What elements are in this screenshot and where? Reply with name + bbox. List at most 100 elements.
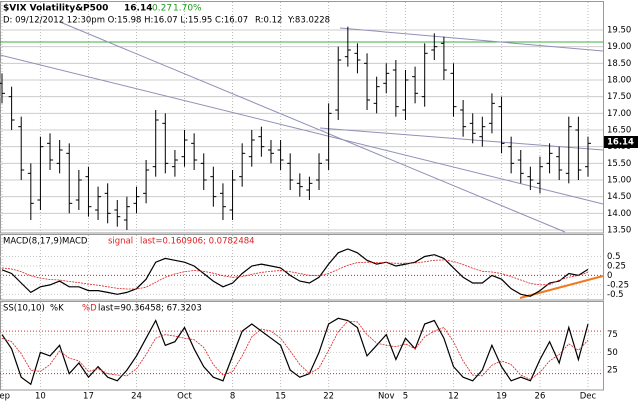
ohlc-bar [191, 133, 198, 170]
y-tick-label: 17.00 [607, 109, 631, 119]
legend-entry: signal [108, 237, 133, 247]
chart-title: $VIX Volatility&P500 [3, 4, 108, 14]
ohlc-bar [95, 186, 102, 220]
series-line [1, 317, 589, 386]
ohlc-bar [210, 166, 217, 207]
ohlc-bar [344, 26, 351, 67]
ohlc-bar [556, 146, 563, 180]
ohlc-bar [162, 113, 169, 174]
ohlc-bar [27, 163, 34, 220]
ohlc-bar [373, 76, 380, 114]
ohlc-bar [171, 150, 178, 177]
ohlc-bar [335, 46, 342, 120]
ohlc-bar [229, 170, 236, 220]
x-tick-label: 8 [230, 392, 235, 401]
ohlc-bar [354, 43, 361, 74]
ohlc-bar [18, 116, 25, 180]
y-tick-label: 18.00 [607, 76, 631, 86]
last-values: last=0.160906; 0.0782484 [140, 237, 255, 247]
ohlc-bar [546, 143, 553, 174]
y-tick-label: 16.50 [607, 126, 631, 136]
series-line [1, 259, 589, 290]
ohlc-bar [296, 173, 303, 197]
ohlc-bar [181, 130, 188, 167]
ss-panel [0, 301, 604, 391]
ohlc-bar [56, 140, 63, 174]
ohlc-bar [421, 43, 428, 107]
panel-title: MACD(8,17,9) [3, 237, 62, 247]
ohlc-bar [239, 143, 246, 187]
ohlc-bar [450, 63, 457, 117]
y-tick-label: 19.00 [607, 42, 631, 52]
ohlc-bar [431, 33, 438, 60]
ohlc-bar [219, 183, 226, 220]
ohlc-bar [66, 143, 73, 214]
ohlc-bar [104, 183, 111, 224]
x-tick-label: 26 [535, 392, 546, 401]
x-tick-label: 24 [131, 392, 142, 401]
series-line [1, 248, 589, 297]
ohlc-bar [498, 96, 505, 154]
labels: $VIX Volatility&P500 16.14 0.27 1.70% D:… [0, 4, 638, 401]
y-tick-label: 17.50 [607, 92, 631, 102]
x-tick-label: Dec [580, 392, 597, 401]
ohlc-bar [143, 160, 150, 204]
ohlc-bar [85, 166, 92, 217]
ohlc-bar [258, 126, 265, 157]
y-tick-label: 0 [607, 271, 612, 281]
legend-entry: %K [50, 304, 64, 314]
ohlc-bar [488, 93, 495, 134]
ohlc-bar [123, 196, 130, 230]
ohlc-bar [114, 200, 121, 227]
y-tick-label: 13.50 [607, 226, 631, 236]
x-tick-label: 10 [35, 392, 46, 401]
y-tick-label: -0.25 [607, 280, 629, 290]
x-tick-label: 5 [403, 392, 408, 401]
macd-panel [0, 234, 604, 301]
y-tick-label: 50 [607, 348, 618, 358]
ohlc-bar [0, 73, 5, 104]
ohlc-bar [440, 36, 447, 80]
ohlc-bar [364, 53, 371, 110]
change-pct: 1.70% [173, 4, 202, 14]
x-tick-label: Oct [177, 392, 192, 401]
y-tick-label: 75 [607, 330, 618, 340]
trend-line [59, 21, 566, 233]
legend-entry: %D [82, 304, 97, 314]
ohlc-bar [37, 136, 44, 210]
ohlc-bar [402, 70, 409, 120]
y-tick-label: 14.50 [607, 192, 631, 202]
y-tick-label: 0.5 [607, 252, 621, 262]
ohlc-bar [200, 153, 207, 190]
change: 0.27 [152, 4, 172, 14]
price-panel [0, 1, 604, 234]
ohlc-bar [248, 130, 255, 167]
x-tick-label: 15 [275, 392, 286, 401]
ohlc-bar [469, 113, 476, 144]
x-tick-label: 19 [496, 392, 507, 401]
last-price-label: 16.14 [607, 138, 634, 148]
y-tick-label: 15.00 [607, 176, 631, 186]
ohlc-bar [133, 186, 140, 214]
ohlc-bar [267, 140, 274, 164]
last-price: 16.14 [124, 4, 152, 14]
trend-line [0, 54, 604, 205]
ohlc-bar [277, 140, 284, 170]
last-values: last=90.36458; 67.3203 [98, 304, 202, 314]
ohlc-bar [383, 63, 390, 94]
series-line [1, 320, 589, 380]
trend-line [319, 127, 604, 151]
x-tick-label: 12 [448, 392, 459, 401]
ohlc-bar [585, 136, 591, 177]
trend-line [339, 27, 604, 52]
ohlc-bar [325, 103, 332, 170]
info: D: 09/12/2012 12:30pm O:15.98 H:16.07 L:… [3, 16, 248, 26]
ohlc-bar [527, 166, 534, 190]
y-tick-label: 0.25 [607, 261, 626, 271]
ohlc-bar [536, 156, 543, 194]
ohlc-bar [508, 136, 515, 174]
x-tick-label: Sep [0, 392, 10, 401]
x-tick-label: 22 [323, 392, 334, 401]
last-price-box [604, 136, 638, 148]
